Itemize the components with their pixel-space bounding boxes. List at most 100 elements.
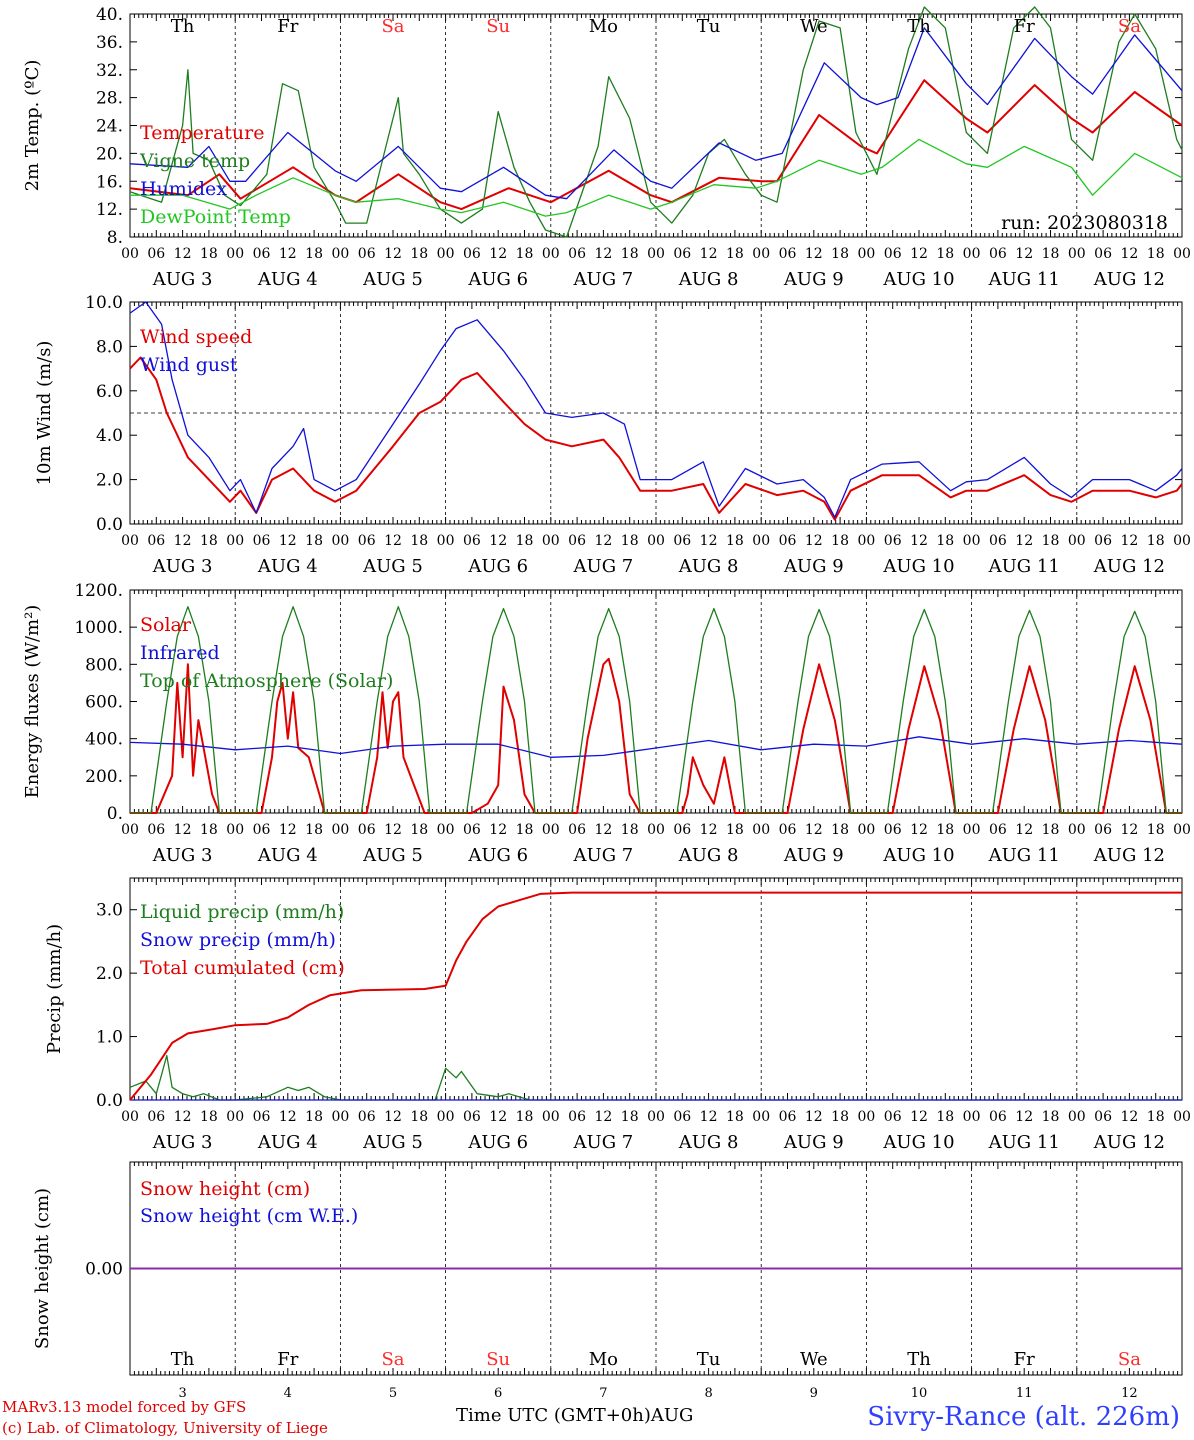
hour-label: 06 (779, 246, 797, 262)
hour-label: 00 (542, 822, 560, 838)
hour-label: 18 (516, 246, 534, 262)
hour-label: 18 (831, 1109, 849, 1125)
hour-label: 12 (384, 1109, 402, 1125)
hour-label: 18 (410, 246, 428, 262)
day-name: Tu (697, 16, 721, 37)
date-label: AUG 10 (882, 269, 954, 290)
day-number: 9 (810, 1386, 818, 1401)
hour-label: 18 (936, 533, 954, 549)
series-line-humidex (129, 27, 1183, 200)
hour-label: 00 (542, 1109, 560, 1125)
day-name: Su (486, 16, 510, 37)
hour-label: 06 (358, 533, 376, 549)
hour-label: 00 (226, 822, 244, 838)
date-label: AUG 6 (467, 556, 528, 577)
day-number: 5 (389, 1386, 397, 1401)
day-name: Su (486, 1349, 510, 1370)
day-number: 3 (178, 1386, 186, 1401)
y-tick-label: 0.0 (96, 515, 123, 535)
hour-label: 00 (647, 822, 665, 838)
day-name: We (800, 1349, 828, 1370)
day-name: Sa (381, 16, 404, 37)
y-tick-label: 2.0 (96, 964, 123, 984)
hour-label: 00 (752, 822, 770, 838)
hour-label: 06 (989, 822, 1007, 838)
station-name: Sivry-Rance (alt. 226m) (867, 1402, 1180, 1432)
hour-label: 06 (1094, 822, 1112, 838)
hour-label: 00 (857, 1109, 875, 1125)
hour-label: 06 (463, 533, 481, 549)
hour-label: 00 (542, 246, 560, 262)
date-label: AUG 7 (573, 269, 634, 290)
day-number: 12 (1121, 1386, 1138, 1401)
hour-label: 06 (568, 822, 586, 838)
y-tick-label: 6.0 (96, 382, 123, 402)
hour-label: 12 (910, 822, 928, 838)
hour-label: 06 (989, 533, 1007, 549)
y-tick-label: 1.0 (96, 1028, 123, 1048)
hour-label: 06 (673, 533, 691, 549)
day-name: Th (907, 1349, 931, 1370)
day-name: Th (907, 16, 931, 37)
day-number: 11 (1016, 1386, 1033, 1401)
day-number: 4 (284, 1386, 292, 1401)
date-label: AUG 10 (882, 1132, 954, 1153)
hour-label: 12 (1120, 533, 1138, 549)
hour-label: 00 (437, 246, 455, 262)
hour-label: 12 (489, 1109, 507, 1125)
date-label: AUG 3 (152, 269, 213, 290)
hour-label: 00 (647, 1109, 665, 1125)
legend-entry: Snow height (cm) (140, 1178, 310, 1200)
legend-entry: Top of Atmosphere (Solar) (140, 670, 393, 692)
hour-label: 12 (700, 1109, 718, 1125)
day-name: Sa (1118, 16, 1141, 37)
hour-label: 06 (253, 246, 271, 262)
series-line-infrared (129, 736, 1183, 758)
panel-0-frame (129, 13, 1183, 238)
hour-label: 00 (331, 246, 349, 262)
y-axis-label: Precip (mm/h) (44, 924, 65, 1054)
hour-label: 12 (1015, 1109, 1033, 1125)
hour-label: 06 (779, 822, 797, 838)
hour-label: 00 (1173, 533, 1191, 549)
hour-label: 12 (489, 822, 507, 838)
day-name: Fr (1014, 16, 1035, 37)
date-label: AUG 9 (783, 1132, 844, 1153)
legend-entry: Liquid precip (mm/h) (140, 901, 344, 923)
date-label: AUG 4 (257, 845, 318, 866)
day-name: Th (171, 1349, 195, 1370)
run-annotation: run: 2023080318 (1001, 212, 1168, 234)
y-tick-label: 20. (96, 144, 123, 164)
hour-label: 06 (989, 246, 1007, 262)
hour-label: 18 (1147, 533, 1165, 549)
date-label: AUG 12 (1093, 269, 1165, 290)
hour-label: 12 (279, 822, 297, 838)
hour-label: 00 (647, 246, 665, 262)
hour-label: 18 (305, 1109, 323, 1125)
hour-label: 06 (673, 246, 691, 262)
hour-label: 00 (647, 533, 665, 549)
legend-entry: DewPoint Temp (140, 206, 291, 228)
hour-label: 12 (489, 246, 507, 262)
hour-label: 00 (226, 533, 244, 549)
date-label: AUG 5 (362, 1132, 423, 1153)
hour-label: 00 (963, 246, 981, 262)
hour-label: 18 (1147, 1109, 1165, 1125)
hour-label: 06 (568, 1109, 586, 1125)
date-label: AUG 8 (678, 269, 739, 290)
hour-label: 00 (752, 1109, 770, 1125)
hour-label: 18 (305, 246, 323, 262)
day-name: Tu (697, 1349, 721, 1370)
y-tick-label: 36. (96, 33, 123, 53)
y-tick-label: 8.0 (96, 337, 123, 357)
hour-label: 18 (726, 822, 744, 838)
y-tick-label: 28. (96, 89, 123, 109)
hour-label: 18 (410, 1109, 428, 1125)
hour-label: 18 (200, 1109, 218, 1125)
hour-label: 12 (594, 822, 612, 838)
y-tick-label: 1000. (74, 618, 123, 638)
y-tick-label: 10.0 (85, 293, 123, 313)
hour-label: 12 (700, 822, 718, 838)
hour-label: 12 (489, 533, 507, 549)
y-tick-label: 24. (96, 117, 123, 137)
